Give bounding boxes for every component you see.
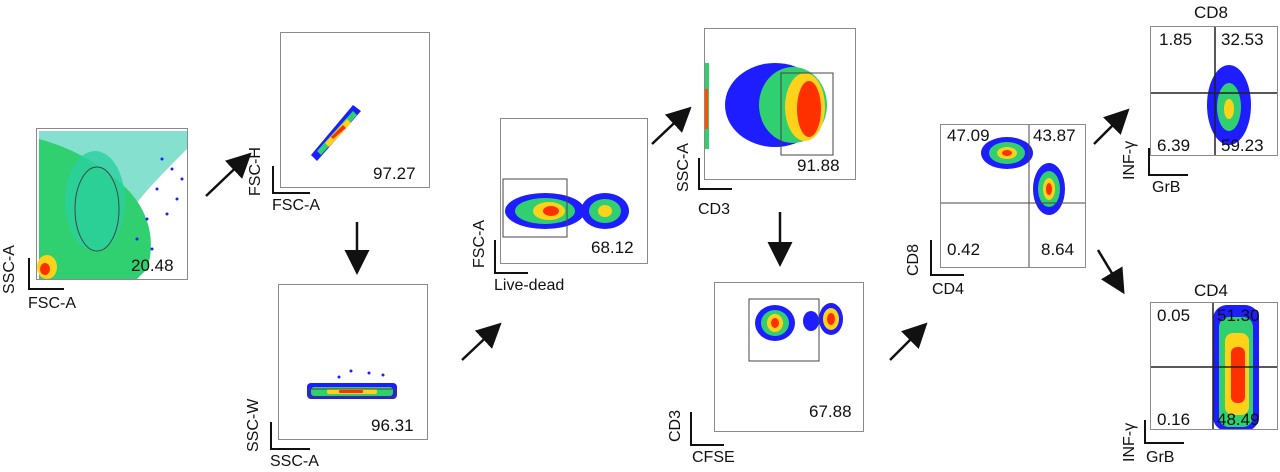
quadrant-ll: 0.42 (947, 240, 981, 259)
axis-corner-mark (698, 158, 732, 190)
y-axis-label: FSC-H (247, 147, 264, 196)
density-plot (1151, 27, 1277, 155)
gate-percentage: 96.31 (371, 416, 414, 435)
axis-corner-mark (930, 240, 964, 276)
gate-percentage: 68.12 (591, 238, 634, 257)
quadrant-ur: 43.87 (1033, 126, 1076, 145)
x-axis-label: CD4 (932, 281, 965, 298)
density-plot (502, 178, 629, 238)
quadrant-ur: 32.53 (1221, 30, 1264, 49)
density-plot (307, 369, 397, 399)
plot-live-dead: 68.12 (500, 118, 648, 264)
plot-fsc-ssc: 20.48 (36, 128, 188, 280)
quadrant-lr: 59.23 (1221, 136, 1264, 155)
y-axis-label: CD8 (905, 243, 922, 276)
quadrant-lr: 8.64 (1041, 240, 1075, 259)
y-axis-label: SSC-W (245, 398, 262, 452)
density-plot (748, 298, 843, 362)
quadrant-ul: 1.85 (1159, 30, 1193, 49)
arrow-p7-to-p8 (1093, 108, 1130, 145)
gate-percentage: 20.48 (131, 256, 174, 275)
arrow-p7-to-p9 (1096, 249, 1125, 295)
axis-corner-mark (1144, 420, 1184, 444)
gate-percentage: 67.88 (809, 402, 852, 421)
x-axis-label: CFSE (692, 449, 735, 466)
arrow-p6-to-p7 (889, 322, 928, 361)
density-plot (705, 63, 834, 156)
y-axis-label: INF-γ (1121, 140, 1138, 180)
plot-cd3-ssc: 91.88 (704, 28, 856, 180)
x-axis-label: Live-dead (494, 277, 565, 294)
plot-cd8-grb-infg: 1.85 32.53 6.39 59.23 (1150, 26, 1278, 156)
axis-corner-mark (690, 412, 724, 446)
y-axis-label: SSC-A (1, 245, 18, 294)
axis-corner-mark (270, 422, 310, 450)
y-axis-label: SSC-A (675, 143, 692, 192)
axis-corner-mark (272, 166, 310, 194)
density-plot (1151, 303, 1277, 429)
arrow-p3-to-p4 (461, 322, 502, 361)
x-axis-label: SSC-A (270, 453, 319, 470)
axis-corner-mark (1148, 148, 1188, 176)
plot-cd4-grb-infg: 0.05 51.30 0.16 48.49 (1150, 302, 1278, 430)
y-axis-label: CD3 (667, 409, 684, 442)
quadrant-ll: 0.16 (1157, 410, 1191, 429)
quadrant-ll: 6.39 (1157, 136, 1191, 155)
x-axis-label: FSC-A (272, 197, 320, 214)
density-plot (311, 105, 361, 161)
arrow-p4-to-p5 (651, 106, 692, 145)
x-axis-label: GrB (1146, 449, 1175, 466)
axis-corner-mark (28, 258, 64, 290)
gate-percentage: 97.27 (373, 164, 416, 183)
y-axis-label: FSC-A (471, 220, 488, 268)
quadrant-ul: 47.09 (947, 126, 990, 145)
quadrant-ul: 0.05 (1157, 306, 1191, 325)
panel-title: CD8 (1194, 3, 1229, 22)
x-axis-label: CD3 (698, 201, 731, 218)
density-plot (37, 131, 187, 279)
density-plot (941, 125, 1085, 267)
plot-fsc-a-fsc-h: 97.27 (280, 32, 430, 188)
plot-cd4-cd8: 47.09 43.87 0.42 8.64 (940, 124, 1086, 268)
x-axis-label: FSC-A (28, 295, 76, 312)
y-axis-label: INF-γ (1121, 422, 1138, 462)
plot-cfse-cd3: 67.88 (714, 282, 864, 432)
plot-ssc-a-ssc-w: 96.31 (278, 284, 428, 440)
quadrant-lr: 48.49 (1217, 410, 1260, 429)
gate-percentage: 91.88 (797, 156, 840, 175)
axis-corner-mark (494, 240, 528, 274)
arrow-p1-to-p2 (205, 152, 252, 197)
x-axis-label: GrB (1152, 179, 1181, 196)
panel-title: CD4 (1194, 281, 1229, 300)
quadrant-ur: 51.30 (1217, 306, 1260, 325)
